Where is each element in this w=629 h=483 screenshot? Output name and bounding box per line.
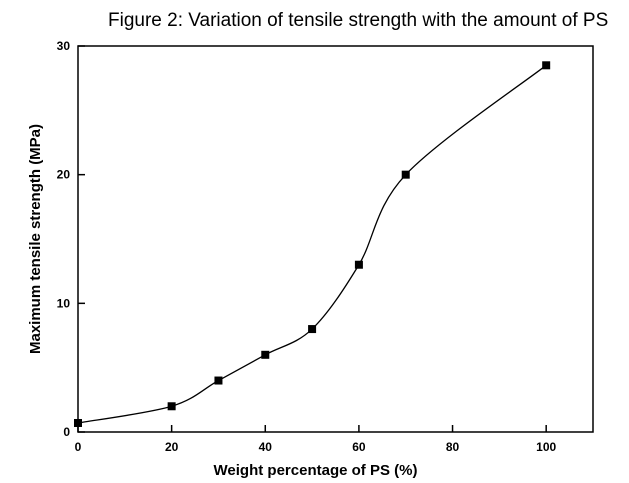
x-tick-label: 0 (75, 440, 82, 454)
data-point (542, 61, 551, 70)
x-tick-label: 80 (446, 440, 460, 454)
data-point (354, 260, 363, 269)
y-tick-label: 0 (63, 425, 70, 439)
y-tick-label: 20 (57, 168, 71, 182)
y-axis-label: Maximum tensile strength (MPa) (27, 124, 44, 354)
x-tick-label: 100 (536, 440, 556, 454)
x-tick-label: 40 (259, 440, 273, 454)
data-point (74, 418, 82, 427)
data-point (401, 170, 410, 179)
x-axis-label: Weight percentage of PS (%) (214, 462, 418, 479)
data-point (214, 376, 223, 385)
data-point (308, 325, 317, 334)
plot-frame (77, 45, 594, 433)
series-line (77, 64, 547, 424)
y-tick-label: 30 (57, 39, 71, 53)
y-tick-label: 10 (57, 296, 71, 310)
x-tick-label: 20 (165, 440, 179, 454)
chart-title-text: Figure 2: Variation of tensile strength … (108, 10, 609, 31)
data-point (167, 402, 176, 411)
x-tick-label: 60 (352, 440, 366, 454)
data-point (261, 350, 270, 359)
